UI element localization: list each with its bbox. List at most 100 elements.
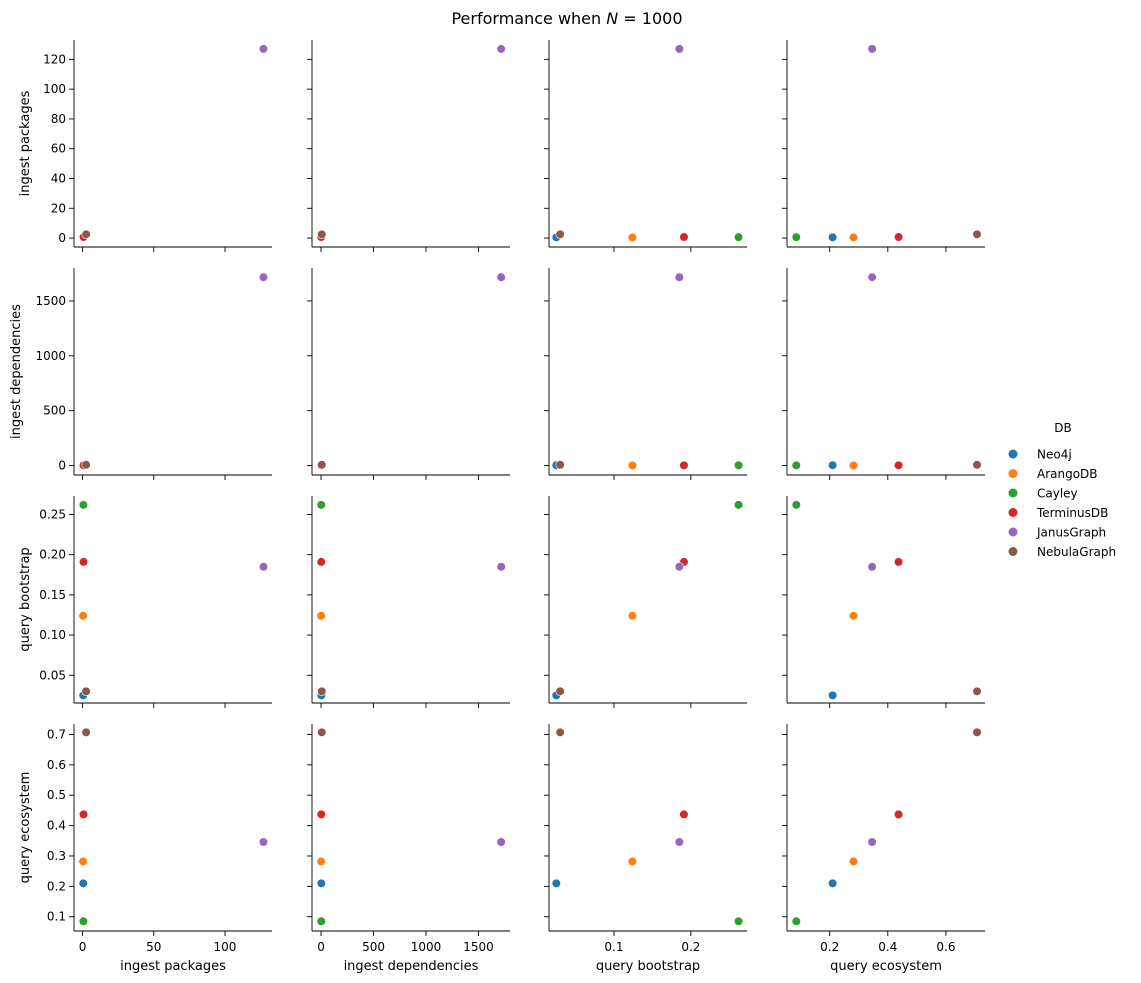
legend-marker bbox=[1008, 527, 1018, 537]
point-terminusdb bbox=[893, 557, 904, 567]
panel-query-bootstrap-vs-query-bootstrap bbox=[544, 496, 747, 708]
x-axis-label: ingest packages bbox=[120, 959, 226, 974]
y-tick-label: 0.1 bbox=[47, 910, 66, 924]
y-tick-label: 0 bbox=[58, 231, 66, 245]
panel-ingest-packages-vs-query-ecosystem bbox=[782, 40, 985, 252]
point-janusgraph bbox=[867, 44, 877, 54]
y-tick-label: 1000 bbox=[35, 349, 66, 363]
point-janusgraph bbox=[258, 837, 269, 847]
y-tick-label: 1500 bbox=[35, 294, 66, 308]
point-nebulagraph bbox=[972, 686, 982, 696]
x-tick-label: 100 bbox=[214, 940, 237, 954]
point-janusgraph bbox=[496, 272, 506, 282]
legend-label: NebulaGraph bbox=[1037, 545, 1116, 559]
point-nebulagraph bbox=[81, 229, 91, 239]
point-neo4j bbox=[828, 690, 838, 700]
legend-label: Neo4j bbox=[1037, 448, 1072, 462]
legend-marker bbox=[1008, 449, 1018, 459]
point-nebulagraph bbox=[317, 727, 327, 737]
point-cayley bbox=[791, 460, 801, 470]
x-tick-label: 0.4 bbox=[878, 940, 897, 954]
point-cayley bbox=[316, 500, 326, 510]
y-tick-label: 0.3 bbox=[47, 849, 66, 863]
y-tick-label: 0.20 bbox=[39, 548, 66, 562]
point-janusgraph bbox=[674, 272, 684, 282]
point-terminusdb bbox=[316, 809, 326, 819]
point-nebulagraph bbox=[555, 727, 565, 737]
point-cayley bbox=[316, 916, 326, 926]
point-neo4j bbox=[828, 878, 838, 888]
point-nebulagraph bbox=[972, 229, 982, 239]
point-janusgraph bbox=[867, 562, 877, 572]
legend-item-cayley: Cayley bbox=[1008, 487, 1078, 501]
point-nebulagraph bbox=[972, 460, 982, 470]
y-tick-label: 0.10 bbox=[39, 628, 66, 642]
point-nebulagraph bbox=[972, 727, 982, 737]
legend-marker bbox=[1008, 488, 1018, 498]
y-axis-label: ingest packages bbox=[18, 90, 33, 196]
point-arangodb bbox=[316, 611, 326, 621]
legend-marker bbox=[1008, 547, 1018, 556]
panel-ingest-packages-vs-ingest-dependencies bbox=[307, 40, 510, 252]
panel-query-ecosystem-vs-query-ecosystem: 0.2 0.4 0.6 query ecosystem bbox=[782, 724, 985, 974]
point-cayley bbox=[78, 916, 89, 926]
point-nebulagraph bbox=[555, 229, 565, 239]
point-cayley bbox=[733, 232, 744, 242]
point-janusgraph bbox=[496, 837, 506, 847]
point-arangodb bbox=[848, 232, 859, 243]
y-tick-label: 60 bbox=[51, 142, 66, 156]
x-tick-label: 0.6 bbox=[936, 940, 955, 954]
point-janusgraph bbox=[496, 562, 506, 572]
point-arangodb bbox=[78, 856, 88, 867]
point-janusgraph bbox=[867, 272, 877, 282]
y-tick-label: 80 bbox=[51, 112, 66, 126]
point-janusgraph bbox=[258, 272, 269, 282]
point-nebulagraph bbox=[317, 229, 327, 239]
y-tick-label: 0 bbox=[58, 459, 66, 473]
y-axis-label: ingest dependencies bbox=[9, 304, 24, 439]
point-terminusdb bbox=[893, 460, 904, 470]
point-janusgraph bbox=[867, 837, 877, 847]
point-janusgraph bbox=[674, 44, 684, 54]
y-axis-label: query bootstrap bbox=[18, 547, 33, 651]
x-tick-label: 500 bbox=[362, 940, 385, 954]
point-neo4j bbox=[551, 878, 561, 888]
point-janusgraph bbox=[674, 837, 684, 847]
panel-ingest-packages-vs-ingest-packages: 0 20 40 60 80 100 120 ingest packages bbox=[18, 40, 272, 252]
point-terminusdb bbox=[893, 809, 904, 819]
point-nebulagraph bbox=[81, 686, 91, 696]
point-terminusdb bbox=[679, 809, 689, 819]
legend-marker bbox=[1008, 508, 1018, 517]
point-cayley bbox=[791, 232, 801, 242]
point-neo4j bbox=[828, 460, 838, 470]
point-cayley bbox=[733, 916, 744, 926]
point-neo4j bbox=[828, 232, 838, 242]
point-janusgraph bbox=[674, 562, 684, 572]
point-arangodb bbox=[627, 232, 638, 243]
x-tick-label: 0.2 bbox=[681, 940, 700, 954]
x-axis-label: ingest dependencies bbox=[344, 959, 479, 974]
legend-title: DB bbox=[1054, 421, 1071, 435]
point-nebulagraph bbox=[555, 460, 565, 470]
legend: DB Neo4j ArangoDB Cayley TerminusDB JanusGrap… bbox=[1008, 421, 1116, 559]
point-cayley bbox=[78, 500, 89, 510]
y-tick-label: 20 bbox=[51, 201, 66, 215]
panel-query-bootstrap-vs-query-ecosystem bbox=[782, 496, 985, 708]
panel-query-ecosystem-vs-query-bootstrap: 0.1 0.2 query bootstrap bbox=[544, 724, 747, 974]
panel-ingest-dependencies-vs-ingest-dependencies bbox=[307, 268, 510, 480]
y-axis-label: query ecosystem bbox=[18, 772, 33, 884]
y-tick-label: 0.5 bbox=[47, 788, 66, 802]
point-neo4j bbox=[78, 878, 88, 888]
point-nebulagraph bbox=[317, 460, 327, 470]
point-arangodb bbox=[316, 856, 326, 867]
x-tick-label: 1500 bbox=[463, 940, 494, 954]
legend-item-neo4j: Neo4j bbox=[1008, 448, 1072, 462]
point-arangodb bbox=[848, 611, 859, 621]
point-arangodb bbox=[78, 611, 88, 621]
panel-ingest-dependencies-vs-query-bootstrap bbox=[544, 268, 747, 480]
y-tick-label: 120 bbox=[43, 52, 66, 66]
panel-query-bootstrap-vs-ingest-packages: 0.05 0.10 0.15 0.20 0.25 query bootstrap bbox=[18, 496, 272, 708]
x-tick-label: 1000 bbox=[411, 940, 442, 954]
